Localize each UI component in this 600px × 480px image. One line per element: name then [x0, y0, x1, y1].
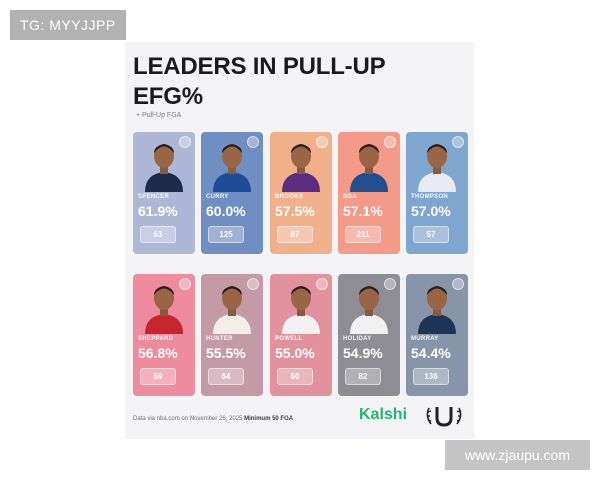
graphic-title: LEADERS IN PULL-UP EFG%: [133, 52, 386, 112]
team-logo-icon: [384, 278, 396, 290]
title-line-1: LEADERS IN PULL-UP: [133, 53, 386, 80]
player-card: POWELL 55.0% 60: [270, 274, 332, 396]
kalshi-logo: Kalshi: [359, 406, 408, 423]
footer-minimum: Minimum 50 FGA: [244, 416, 294, 422]
pull-up-fga-badge: 59: [140, 368, 176, 385]
pull-up-efg-value: 60.0%: [206, 203, 246, 219]
footer-note: Data via nba.com on November 26, 2025 Mi…: [133, 416, 293, 422]
player-card: SHEPPARD 56.8% 59: [133, 274, 195, 396]
player-card: BROOKS 57.5% 87: [270, 132, 332, 254]
player-portrait: [282, 144, 320, 192]
pull-up-efg-value: 57.1%: [343, 203, 383, 219]
pull-up-fga-badge: 63: [140, 226, 176, 243]
player-name: THOMPSON: [411, 194, 449, 200]
player-portrait: [418, 144, 456, 192]
player-card: MURRAY 54.4% 136: [406, 274, 468, 396]
footer-source: Data via nba.com on November 26, 2025: [133, 416, 243, 422]
pull-up-fga-badge: 87: [277, 226, 313, 243]
team-logo-icon: [452, 136, 464, 148]
player-name: MURRAY: [411, 336, 439, 342]
player-name: CURRY: [206, 194, 229, 200]
pull-up-efg-value: 57.5%: [275, 203, 315, 219]
player-portrait: [350, 144, 388, 192]
team-logo-icon: [179, 136, 191, 148]
pull-up-efg-value: 55.0%: [275, 345, 315, 361]
player-card: THOMPSON 57.0% 57: [406, 132, 468, 254]
team-logo-icon: [452, 278, 464, 290]
pull-up-fga-badge: 136: [413, 368, 449, 385]
player-portrait: [145, 286, 183, 334]
pull-up-fga-badge: 211: [345, 226, 381, 243]
pull-up-fga-badge: 60: [277, 368, 313, 385]
player-portrait: [213, 144, 251, 192]
player-card: CURRY 60.0% 125: [201, 132, 263, 254]
leaders-graphic: LEADERS IN PULL-UP EFG% + Pull-Up FGA SP…: [125, 42, 474, 439]
player-portrait: [145, 144, 183, 192]
team-logo-icon: [247, 278, 259, 290]
laurel-u-logo: [426, 407, 462, 427]
team-logo-icon: [316, 136, 328, 148]
pull-up-efg-value: 55.5%: [206, 345, 246, 361]
watermark-bottom: www.zjaupu.com: [445, 440, 590, 470]
player-portrait: [282, 286, 320, 334]
player-portrait: [213, 286, 251, 334]
player-card: HOLIDAY 54.9% 82: [338, 274, 400, 396]
player-name: SHEPPARD: [138, 336, 174, 342]
pull-up-fga-badge: 82: [345, 368, 381, 385]
pull-up-fga-badge: 125: [208, 226, 244, 243]
player-name: POWELL: [275, 336, 303, 342]
player-card: HUNTER 55.5% 64: [201, 274, 263, 396]
team-logo-icon: [179, 278, 191, 290]
title-line-2: EFG%: [133, 83, 203, 110]
pull-up-efg-value: 54.4%: [411, 345, 451, 361]
pull-up-efg-value: 56.8%: [138, 345, 178, 361]
team-logo-icon: [316, 278, 328, 290]
pull-up-efg-value: 57.0%: [411, 203, 451, 219]
team-logo-icon: [247, 136, 259, 148]
player-name: SPENCER: [138, 194, 170, 200]
player-card: SGA 57.1% 211: [338, 132, 400, 254]
player-name: HUNTER: [206, 336, 233, 342]
pull-up-fga-badge: 57: [413, 226, 449, 243]
watermark-top: TG: MYYJJPP: [10, 10, 126, 40]
pull-up-efg-value: 61.9%: [138, 203, 178, 219]
player-card: SPENCER 61.9% 63: [133, 132, 195, 254]
player-name: SGA: [343, 194, 357, 200]
player-name: HOLIDAY: [343, 336, 372, 342]
graphic-subtitle: + Pull-Up FGA: [136, 112, 182, 119]
player-portrait: [418, 286, 456, 334]
player-portrait: [350, 286, 388, 334]
team-logo-icon: [384, 136, 396, 148]
pull-up-fga-badge: 64: [208, 368, 244, 385]
player-name: BROOKS: [275, 194, 304, 200]
pull-up-efg-value: 54.9%: [343, 345, 383, 361]
